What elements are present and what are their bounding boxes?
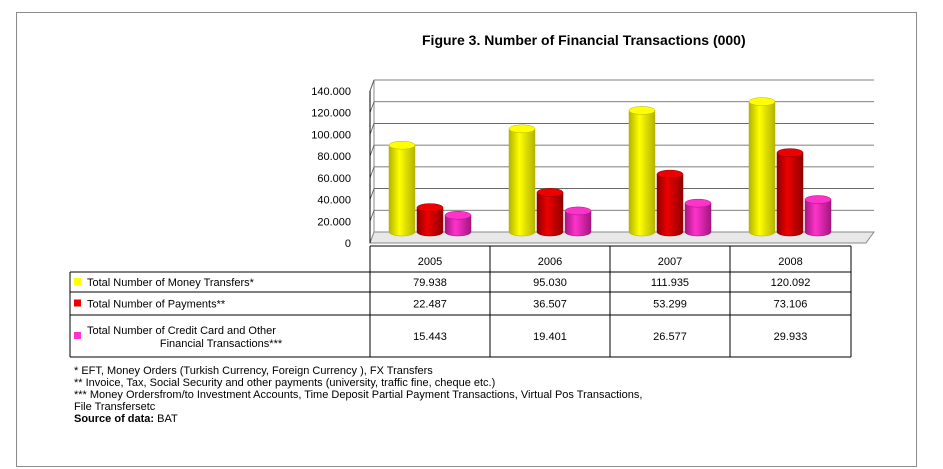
y-tick-label: 120.000 <box>311 108 351 120</box>
legend-key-s0 <box>74 278 81 285</box>
bar-top <box>776 148 804 157</box>
bar-2008-s2 <box>804 195 832 237</box>
bar-top <box>508 124 536 134</box>
footnote-1: * EFT, Money Orders (Turkish Currency, F… <box>74 365 433 377</box>
bar-top <box>628 106 656 115</box>
y-axis: 0 20.000 40.000 60.000 80.000 100.000 120.000 1… <box>311 86 371 250</box>
category-label-2005: 2005 <box>418 256 442 268</box>
gridline-depth <box>369 166 375 178</box>
bar-top <box>388 140 416 150</box>
y-tick-label: 0 <box>345 238 351 250</box>
bar-body <box>564 210 592 237</box>
bar-body <box>628 110 656 237</box>
gridline-depth <box>369 123 375 135</box>
bar-top <box>684 198 712 208</box>
bar-2006-s0 <box>508 124 536 237</box>
bar-body <box>508 128 536 237</box>
bar-2006-s1 <box>536 188 564 237</box>
legend-key-s2 <box>74 332 81 339</box>
floor <box>369 231 875 244</box>
category-label-2006: 2006 <box>538 256 562 268</box>
footnotes: * EFT, Money Orders (Turkish Currency, F… <box>74 365 642 425</box>
bar-body <box>656 173 684 237</box>
legend-label: Total Number of Money Transfers* <box>87 277 255 289</box>
data-label: 53.299 <box>653 299 687 311</box>
bar-2006-s2 <box>564 206 592 237</box>
category-label-2007: 2007 <box>658 256 682 268</box>
data-label: 79.938 <box>413 277 447 289</box>
data-label: 19.401 <box>533 331 567 343</box>
bars <box>388 97 832 237</box>
bar-2005-s2 <box>444 210 472 237</box>
data-label: 111.935 <box>651 277 689 289</box>
data-label: 120.092 <box>771 277 811 289</box>
bar-body <box>748 101 776 237</box>
bar-body <box>416 207 444 237</box>
data-label: 36.507 <box>533 299 567 311</box>
bar-2007-s2 <box>684 198 712 237</box>
legend-key-s1 <box>74 299 81 307</box>
y-tick-label: 40.000 <box>317 195 351 207</box>
bar-top <box>536 188 564 197</box>
y-tick-label: 140.000 <box>311 86 351 98</box>
bar-top <box>416 203 444 212</box>
bar-body <box>776 152 804 237</box>
bar-body <box>444 214 472 237</box>
legend-label: Total Number of Payments** <box>87 299 226 311</box>
legend-label: Financial Transactions*** <box>160 338 283 350</box>
bar-body <box>684 202 712 237</box>
bar-2007-s0 <box>628 106 656 237</box>
bar-body <box>804 199 832 237</box>
bar-2008-s1 <box>776 148 804 237</box>
data-label: 22.487 <box>413 299 447 311</box>
gridline-depth <box>369 210 375 222</box>
gridline-depth <box>369 145 375 157</box>
source-label: Source of data: <box>74 413 155 425</box>
source-value: BAT <box>154 413 178 425</box>
bar-2005-s1 <box>416 203 444 237</box>
footnote-4: File Transfersetc <box>74 401 156 413</box>
legend-label: Total Number of Credit Card and Other <box>87 325 276 337</box>
data-label: 95.030 <box>533 277 567 289</box>
bar-top <box>804 195 832 204</box>
data-label: 73.106 <box>774 299 808 311</box>
gridline-depth <box>369 188 375 200</box>
chart-walls <box>369 79 875 244</box>
y-tick-label: 60.000 <box>317 173 351 185</box>
y-tick-label: 20.000 <box>317 216 351 228</box>
bar-top <box>444 210 472 220</box>
gridline-depth <box>369 101 375 113</box>
gridline-depth <box>369 79 375 92</box>
bar-2008-s0 <box>748 97 776 237</box>
bar-top <box>564 206 592 216</box>
data-label: 29.933 <box>774 331 808 343</box>
y-tick-label: 100.000 <box>311 129 351 141</box>
footnote-3: *** Money Ordersfrom/to Investment Accou… <box>74 389 643 401</box>
bar-body <box>388 144 416 237</box>
data-label: 15.443 <box>413 331 447 343</box>
bar-2005-s0 <box>388 140 416 237</box>
bar-body <box>536 192 564 237</box>
y-tick-label: 80.000 <box>317 151 351 163</box>
chart-title: Figure 3. Number of Financial Transactio… <box>422 32 746 48</box>
bar-top <box>656 169 684 179</box>
data-table: 2005 2006 2007 2008 Total Number of Money Tr… <box>69 245 852 358</box>
footnote-2: ** Invoice, Tax, Social Security and oth… <box>74 377 496 389</box>
bar-top <box>748 97 776 106</box>
source-line: Source of data: BAT <box>74 413 642 425</box>
bar-2007-s1 <box>656 169 684 237</box>
category-label-2008: 2008 <box>778 256 802 268</box>
data-label: 26.577 <box>653 331 687 343</box>
